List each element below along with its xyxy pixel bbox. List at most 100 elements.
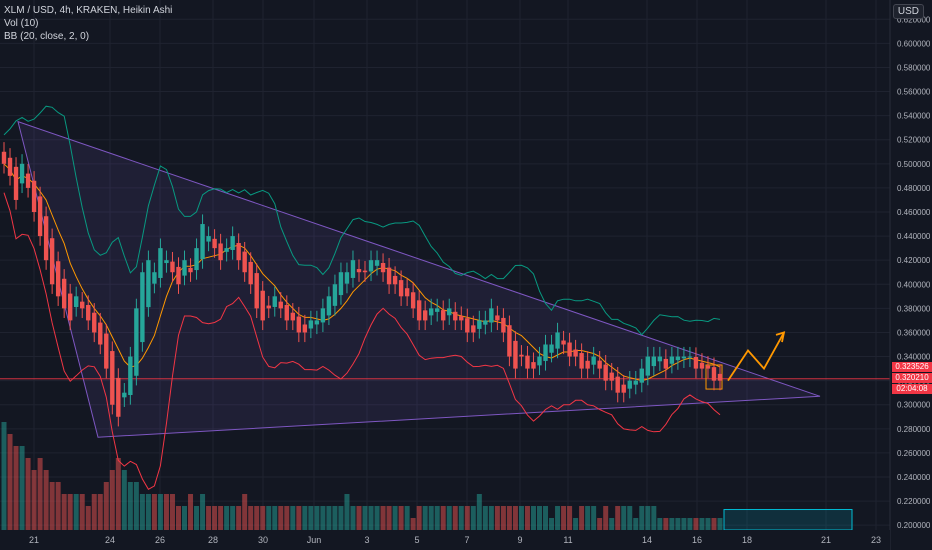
volume-bar	[518, 506, 524, 530]
volume-bar	[555, 506, 561, 530]
candle-body	[266, 305, 271, 309]
volume-bar	[392, 506, 398, 530]
candle-body	[176, 266, 181, 285]
volume-bar	[169, 494, 175, 530]
volume-bar	[109, 470, 115, 530]
candle-body	[657, 356, 663, 362]
volume-bar	[278, 506, 284, 530]
y-tick-label: 0.300000	[897, 401, 931, 410]
triangle-pattern	[17, 120, 821, 438]
volume-bar	[386, 506, 392, 530]
volume-bar	[368, 506, 374, 530]
candle-body	[350, 260, 356, 278]
candle-body	[398, 280, 404, 297]
candle-body	[140, 272, 145, 343]
volume-bar	[711, 518, 717, 530]
time-axis: 21 24 26 28 30 Jun 3 5 7 9 11 14 16 18 21 23	[0, 530, 890, 550]
volume-bar	[374, 506, 380, 530]
volume-bar	[356, 506, 362, 530]
candle-body	[49, 238, 55, 285]
volume-bar	[200, 494, 206, 530]
volume-bar	[543, 506, 549, 530]
candle-body	[37, 196, 43, 237]
x-tick-label: 9	[517, 535, 522, 545]
x-tick-label: 23	[871, 535, 881, 545]
volume-bar	[699, 518, 705, 530]
projection-arrow	[727, 332, 785, 382]
candle-body	[591, 356, 596, 365]
candle-body	[7, 157, 13, 176]
volume-bar	[308, 506, 314, 530]
volume-bar	[1, 422, 7, 530]
y-tick-label: 0.420000	[897, 256, 931, 265]
candle-body	[272, 296, 277, 307]
volume-bar	[314, 506, 320, 530]
bb-indicator-label[interactable]: BB (20, close, 2, 0)	[4, 31, 90, 42]
candle-body	[43, 216, 49, 261]
volume-bar	[49, 482, 55, 530]
candlesticks	[1, 142, 723, 427]
candle-body	[374, 260, 380, 266]
y-tick-label: 0.340000	[897, 353, 931, 362]
volume-indicator-label[interactable]: Vol (10)	[4, 18, 39, 29]
candle-body	[67, 293, 73, 321]
x-tick-label: 7	[464, 535, 469, 545]
volume-bar	[145, 494, 151, 530]
target-box	[723, 509, 853, 531]
candle-body	[573, 349, 578, 357]
volume-bar	[639, 506, 645, 530]
y-tick-label: 0.560000	[897, 88, 931, 97]
volume-bar	[597, 518, 603, 530]
candle-body	[308, 320, 314, 329]
y-tick-label: 0.620000	[897, 15, 931, 24]
price-axis-bg	[890, 0, 932, 550]
y-tick-label: 0.360000	[897, 328, 931, 337]
candle-body	[152, 272, 157, 284]
volume-bar	[296, 506, 302, 530]
bb-lower-line	[3, 192, 721, 490]
volume-bar	[621, 506, 627, 530]
volume-bar	[67, 494, 73, 530]
x-tick-label: 26	[155, 535, 165, 545]
candle-body	[435, 308, 440, 312]
volume-bar	[133, 482, 139, 530]
volume-bar	[591, 506, 597, 530]
candle-body	[200, 224, 205, 260]
candle-body	[555, 332, 560, 349]
candle-body	[645, 356, 650, 376]
volume-bar	[320, 506, 326, 530]
y-tick-label: 0.280000	[897, 425, 931, 434]
volume-bar	[681, 518, 687, 530]
volume-bar	[55, 482, 61, 530]
x-tick-label: 28	[208, 535, 218, 545]
volume-bar	[182, 506, 188, 530]
candle-body	[453, 311, 458, 321]
volume-bar	[151, 494, 157, 530]
volume-bar	[404, 506, 410, 530]
candle-body	[25, 173, 31, 188]
volume-bar	[188, 494, 194, 530]
volume-bar	[37, 458, 43, 530]
y-tick-label: 0.540000	[897, 112, 931, 121]
candle-body	[104, 333, 109, 369]
volume-bar	[139, 494, 145, 530]
candle-body	[386, 267, 392, 285]
candle-body	[597, 360, 602, 369]
volume-bar	[79, 494, 85, 530]
volume-bar	[157, 494, 163, 530]
candle-body	[332, 284, 338, 306]
volume-bar	[380, 506, 386, 530]
volume-bar	[362, 506, 368, 530]
volume-bar	[230, 506, 236, 530]
candle-body	[158, 248, 163, 278]
candle-body	[326, 296, 332, 316]
chart-overlays	[0, 120, 890, 531]
volume-bar	[254, 506, 260, 530]
candle-body	[705, 365, 711, 369]
x-tick-label: 30	[258, 535, 268, 545]
candle-body	[416, 300, 422, 321]
currency-selector[interactable]: USD	[892, 4, 924, 19]
candle-body	[338, 272, 344, 296]
x-tick-label: 21	[821, 535, 831, 545]
